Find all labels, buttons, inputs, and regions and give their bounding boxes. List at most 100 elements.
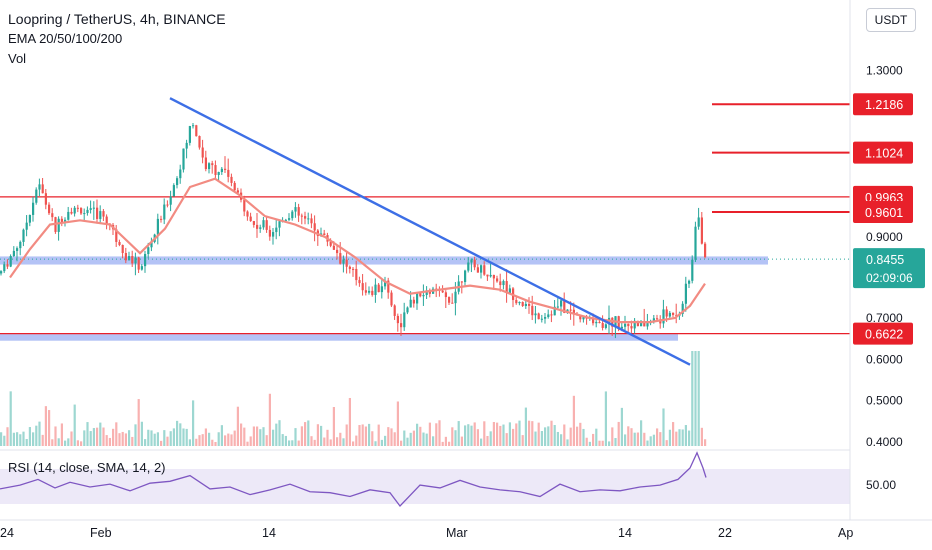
candle-body bbox=[339, 253, 342, 264]
volume-bar bbox=[352, 441, 355, 446]
candle-body bbox=[96, 207, 99, 219]
volume-bar bbox=[313, 439, 316, 446]
volume-bar bbox=[249, 436, 252, 446]
volume-bar bbox=[192, 400, 195, 446]
candle-body bbox=[201, 147, 204, 158]
chart-title[interactable]: Loopring / TetherUS, 4h, BINANCE bbox=[8, 11, 226, 27]
candle-body bbox=[486, 274, 489, 277]
volume-bar bbox=[236, 406, 239, 446]
candle-body bbox=[422, 294, 425, 297]
volume-bar bbox=[80, 441, 83, 446]
volume-bar bbox=[563, 424, 566, 446]
volume-bar bbox=[185, 428, 188, 446]
candle-body bbox=[416, 293, 419, 304]
candle-body bbox=[41, 184, 44, 194]
candle-body bbox=[358, 280, 361, 284]
volume-bar bbox=[697, 351, 700, 446]
candle-body bbox=[355, 268, 358, 281]
volume-bar bbox=[179, 423, 182, 446]
volume-bar bbox=[355, 435, 358, 446]
candle-body bbox=[483, 265, 486, 275]
candle-body bbox=[508, 288, 511, 294]
volume-legend[interactable]: Vol bbox=[8, 51, 27, 66]
ema-line bbox=[9, 177, 706, 324]
candle-body bbox=[598, 321, 601, 323]
candle-body bbox=[297, 207, 300, 216]
volume-bar bbox=[406, 437, 409, 446]
candle-body bbox=[633, 320, 636, 329]
candle-body bbox=[352, 268, 355, 270]
volume-bar bbox=[38, 421, 41, 446]
level-lines bbox=[0, 103, 850, 335]
volume-bar bbox=[230, 434, 233, 446]
volume-bar bbox=[134, 424, 137, 446]
trendline bbox=[169, 97, 691, 366]
volume-bar bbox=[3, 435, 6, 446]
candle-body bbox=[620, 326, 623, 329]
volume-bar bbox=[246, 441, 249, 446]
candle-body bbox=[604, 324, 607, 328]
volume-bar bbox=[44, 406, 47, 446]
volume-bar bbox=[585, 437, 588, 446]
volume-bar bbox=[99, 422, 102, 446]
candle-body bbox=[470, 259, 473, 263]
volume-bar bbox=[188, 439, 191, 446]
volume-bar bbox=[76, 440, 79, 446]
volume-bar bbox=[627, 426, 630, 446]
ema-legend[interactable]: EMA 20/50/100/200 bbox=[8, 31, 123, 46]
candle-body bbox=[86, 209, 89, 214]
volume-bar bbox=[521, 435, 524, 446]
price-axis[interactable]: 1.3000 0.9000 0.7000 0.6000 0.5000 0.4000 bbox=[866, 63, 903, 449]
candle-body bbox=[601, 322, 604, 328]
volume-bar bbox=[9, 391, 12, 446]
time-axis[interactable]: 24 Feb 14 Mar 14 22 Ap bbox=[0, 526, 853, 540]
volume-bar bbox=[195, 438, 198, 446]
volume-bar bbox=[640, 420, 643, 446]
countdown-text: 02:09:06 bbox=[866, 271, 913, 285]
volume-bar bbox=[252, 426, 255, 446]
volume-bar bbox=[537, 422, 540, 446]
volume-bar bbox=[92, 428, 95, 446]
rsi-legend[interactable]: RSI (14, close, SMA, 14, 2) bbox=[8, 460, 166, 475]
volume-bar bbox=[435, 423, 438, 446]
candle-body bbox=[652, 318, 655, 322]
candle-body bbox=[6, 264, 9, 267]
volume-bar bbox=[412, 430, 415, 446]
volume-bar bbox=[208, 432, 211, 446]
volume-bar bbox=[22, 431, 25, 446]
candle-body bbox=[156, 218, 159, 235]
ema-lines bbox=[9, 177, 706, 324]
volume-bar bbox=[224, 435, 227, 446]
candle-body bbox=[560, 300, 563, 307]
candle-body bbox=[252, 221, 255, 225]
candle-body bbox=[489, 274, 492, 277]
volume-bar bbox=[358, 425, 361, 446]
candle-body bbox=[499, 281, 502, 286]
volume-bar bbox=[387, 427, 390, 446]
volume-bar bbox=[400, 440, 403, 446]
x-tick-label: 14 bbox=[618, 526, 632, 540]
candle-body bbox=[521, 302, 524, 307]
candle-body bbox=[697, 217, 700, 227]
candle-body bbox=[476, 267, 479, 273]
volume-bar bbox=[28, 427, 31, 446]
candle-body bbox=[192, 125, 195, 127]
rsi-line bbox=[0, 451, 707, 508]
candle-body bbox=[256, 224, 259, 229]
volume-bar bbox=[300, 426, 303, 446]
volume-bar bbox=[51, 439, 54, 446]
candle-body bbox=[3, 264, 6, 272]
volume-bar bbox=[483, 421, 486, 446]
candle-body bbox=[83, 213, 86, 215]
candle-body bbox=[176, 178, 179, 186]
volume-bar bbox=[297, 440, 300, 446]
volume-bar bbox=[345, 424, 348, 446]
volume-bar bbox=[432, 436, 435, 446]
candle-body bbox=[208, 163, 211, 170]
currency-button[interactable]: USDT bbox=[866, 8, 916, 32]
candle-body bbox=[92, 207, 95, 209]
volume-bar bbox=[508, 422, 511, 446]
candle-body bbox=[259, 227, 262, 229]
x-tick-label: Feb bbox=[90, 526, 112, 540]
